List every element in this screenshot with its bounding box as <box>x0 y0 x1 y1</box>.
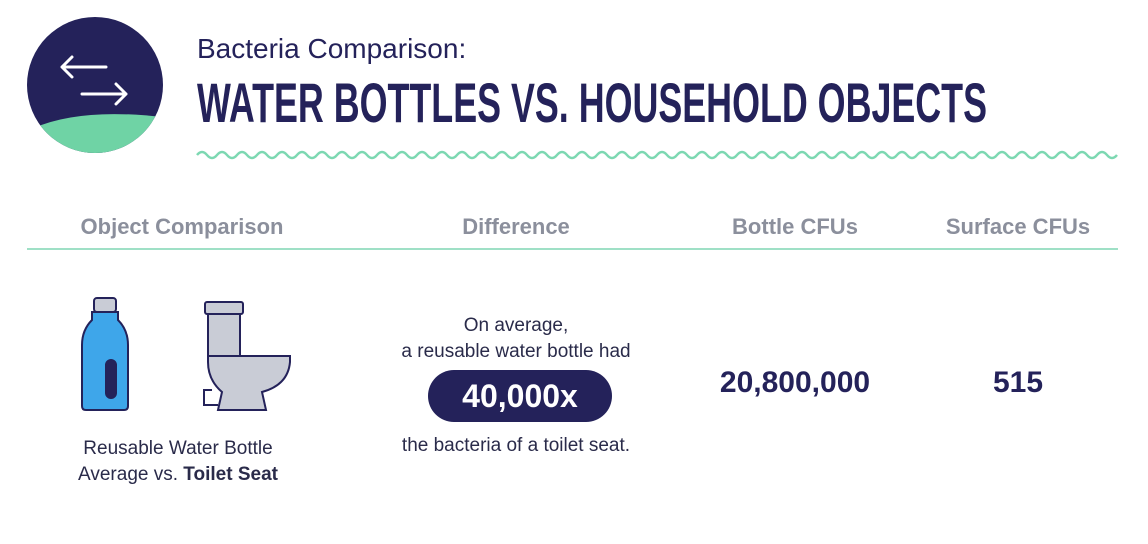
column-header: Object Comparison <box>81 214 284 239</box>
column-header: Surface CFUs <box>946 214 1090 239</box>
toilet-icon <box>203 301 291 411</box>
difference-pill <box>428 370 612 422</box>
difference-text: a reusable water bottle had <box>401 341 630 362</box>
title: WATER BOTTLES VS. HOUSEHOLD OBJECTS <box>197 71 987 134</box>
difference-text: the bacteria of a toilet seat. <box>402 435 630 456</box>
difference-text: On average, <box>464 315 569 336</box>
object-label: Average vs. <box>78 464 178 485</box>
surface-cfus: 515 <box>993 366 1043 399</box>
subtitle: Bacteria Comparison: <box>197 33 466 64</box>
column-header: Bottle CFUs <box>732 214 858 239</box>
bottle-icon <box>81 297 129 411</box>
object-label: Average vs. Toilet Seat <box>78 464 279 485</box>
wave-divider <box>196 150 1118 160</box>
bottle-cfus: 20,800,000 <box>720 366 870 399</box>
object-label: Reusable Water Bottle <box>83 438 272 459</box>
difference-value: 40,000x <box>462 378 578 414</box>
column-header: Difference <box>462 214 570 239</box>
object-label-bold: Toilet Seat <box>183 464 278 485</box>
logo-icon <box>27 17 163 153</box>
